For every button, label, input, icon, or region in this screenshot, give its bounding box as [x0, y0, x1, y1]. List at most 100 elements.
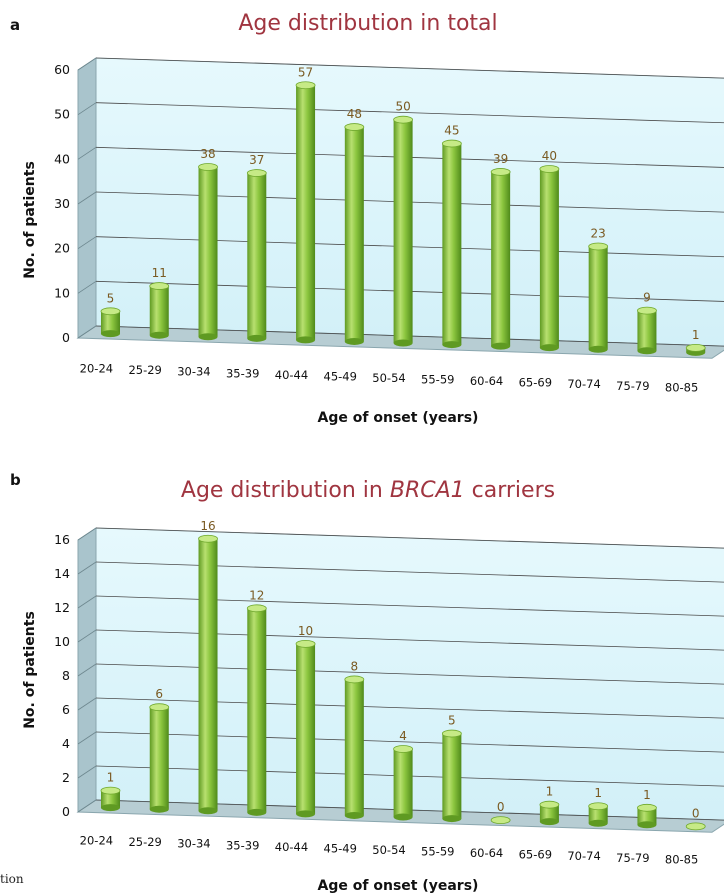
bar-b-35-39	[246, 604, 267, 816]
chart-panel-b: b Age distribution in BRCA1 carriers 0 2 4…	[10, 471, 724, 894]
data-label-a: 45	[444, 124, 459, 138]
data-label-b: 12	[249, 588, 264, 602]
x-tick-label-a: 75-79	[616, 379, 649, 393]
bar-a-65-69	[539, 165, 560, 352]
bar-base	[539, 818, 559, 826]
bar-body	[198, 538, 218, 811]
bar-body	[296, 85, 316, 340]
bar-top	[295, 639, 316, 648]
bar-top	[685, 822, 706, 831]
bar-body	[247, 608, 267, 813]
gridline-a	[95, 57, 724, 79]
data-label-b: 1	[546, 785, 554, 799]
bar-base	[393, 813, 413, 821]
y-tick-label-b: 4	[62, 736, 70, 751]
bar-a-45-49	[344, 123, 365, 345]
bar-body	[393, 119, 413, 344]
x-tick-label-b: 55-59	[421, 845, 454, 859]
data-label-a: 37	[249, 153, 264, 167]
bar-body	[637, 807, 657, 825]
bar-a-55-59	[441, 139, 462, 349]
bar-base	[442, 341, 462, 349]
data-label-a: 39	[493, 152, 508, 166]
bar-base	[393, 339, 413, 347]
bar-top	[100, 786, 121, 795]
bar-body	[149, 707, 169, 810]
bar-top	[588, 242, 609, 251]
chart-title-b: Age distribution in BRCA1 carriers	[181, 478, 555, 503]
gridline-side-a	[77, 191, 97, 205]
bar-base	[588, 345, 608, 353]
bar-top	[100, 307, 121, 316]
y-axis-label-a: No. of patients	[22, 161, 38, 279]
plot-area-b: 0246810121416120-24625-291630-341235-391…	[54, 519, 724, 866]
bar-base	[247, 808, 267, 816]
x-tick-label-b: 30-34	[177, 837, 210, 851]
bar-base	[296, 336, 316, 344]
plot-area-a: 0 10 20 30 40 50 60 5 20-24 11 25-29 38 30-34 37 35-39…	[54, 57, 724, 394]
x-tick-label-b: 20-24	[80, 834, 113, 848]
bar-base	[539, 344, 559, 352]
bar-base	[247, 334, 267, 342]
bar-top	[149, 703, 170, 712]
bar-top	[441, 729, 462, 738]
chart-panel-a: a Age distribution in total 0 10 20 30 40 50 6…	[10, 11, 724, 426]
data-label-b: 10	[298, 624, 313, 638]
gridline-side-b	[77, 629, 97, 643]
y-tick-label-a: 30	[54, 196, 70, 211]
y-tick-label-b: 6	[62, 702, 70, 717]
gridline-side-b	[77, 697, 97, 711]
bar-top	[295, 81, 316, 90]
data-label-b: 4	[399, 729, 407, 743]
y-tick-label-a: 50	[54, 107, 70, 122]
bar-a-75-79	[637, 306, 657, 355]
y-tick-label-a: 60	[54, 62, 70, 77]
bar-base	[344, 337, 364, 345]
data-label-a: 57	[298, 65, 313, 79]
bar-body	[637, 310, 657, 351]
bar-body	[442, 733, 462, 819]
data-label-b: 6	[155, 687, 163, 701]
bar-b-65-69	[539, 800, 560, 826]
x-tick-label-b: 75-79	[616, 851, 649, 865]
y-tick-label-a: 40	[54, 151, 70, 166]
bar-top	[637, 306, 657, 315]
y-tick-label-a: 0	[62, 330, 70, 345]
gridline-side-a	[77, 147, 97, 160]
y-tick-label-b: 2	[62, 770, 70, 785]
x-tick-label-b: 70-74	[567, 849, 600, 863]
bar-a-60-64	[490, 168, 511, 350]
data-label-b: 0	[692, 806, 700, 820]
bar-body	[344, 679, 364, 816]
data-label-b: 1	[107, 771, 115, 785]
data-label-b: 0	[497, 800, 505, 814]
data-label-b: 1	[643, 788, 651, 802]
bar-body	[588, 806, 608, 824]
bar-base	[344, 811, 364, 819]
x-tick-label-a: 45-49	[324, 369, 357, 383]
bar-base	[491, 342, 511, 350]
bar-b-50-54	[393, 745, 414, 821]
data-label-a: 50	[395, 100, 410, 114]
bar-a-70-74	[588, 242, 609, 353]
bar-body	[393, 749, 413, 818]
bar-body	[247, 173, 267, 339]
bar-base	[149, 331, 169, 339]
bar-top	[441, 139, 462, 148]
bar-b-55-59	[441, 729, 462, 823]
bar-base	[149, 805, 169, 813]
data-label-a: 23	[591, 227, 606, 241]
gridline-side-b	[77, 731, 97, 745]
x-tick-label-a: 65-69	[519, 376, 552, 390]
bar-top	[393, 115, 414, 124]
data-label-b: 5	[448, 714, 456, 728]
bar-base	[198, 807, 218, 815]
bar-a-35-39	[246, 169, 267, 342]
bar-body	[296, 643, 316, 814]
bar-top	[149, 282, 170, 290]
bar-body	[198, 167, 218, 337]
bar-top	[539, 800, 560, 809]
bar-body	[149, 286, 169, 336]
bar-body	[539, 169, 559, 348]
